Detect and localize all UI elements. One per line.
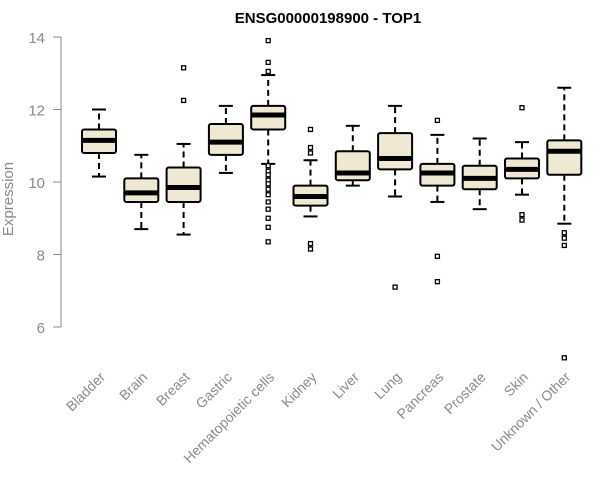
outlier-kidney-4 [307,246,314,252]
outlier-hematopoietic-cells-9 [265,192,271,198]
outlier-unknown-other-3 [561,355,567,361]
box-gastric [207,104,244,174]
outlier-kidney-1 [307,144,314,151]
outlier-lung-0 [392,284,398,290]
y-axis-label: Expression [0,162,17,236]
outlier-breast-0 [180,97,187,104]
x-label-unknown-other: Unknown / Other [488,369,574,455]
box-iqr-liver [334,150,371,182]
outlier-breast-1 [180,65,187,71]
outlier-skin-0 [519,105,525,111]
outlier-pancreas-2 [434,279,441,285]
outlier-skin-2 [519,217,525,223]
outlier-hematopoietic-cells-5 [265,172,271,178]
box-kidney [292,126,329,252]
outlier-hematopoietic-cells-11 [265,206,271,212]
outlier-kidney-3 [307,240,314,247]
box-iqr-brain [123,177,160,203]
outlier-hematopoietic-cells-10 [265,199,271,205]
x-label-liver: Liver [329,369,362,402]
box-liver [334,124,371,187]
box-series [81,37,583,361]
box-iqr-lung [377,132,414,171]
y-tick-label-6: 6 [37,320,45,337]
outlier-hematopoietic-cells-14 [265,239,271,245]
outlier-hematopoietic-cells-2 [265,37,271,44]
outlier-skin-1 [519,211,525,218]
x-label-lung: Lung [371,369,404,402]
x-label-brain: Brain [116,369,150,403]
box-bladder [81,108,117,178]
box-prostate [461,137,498,211]
chart-title: ENSG00000198900 - TOP1 [235,10,422,27]
x-label-skin: Skin [501,369,532,400]
outlier-hematopoietic-cells-0 [265,68,271,75]
outlier-kidney-2 [307,150,314,156]
outlier-hematopoietic-cells-7 [265,181,271,187]
y-tick-label-14: 14 [28,30,45,47]
outlier-unknown-other-1 [561,235,567,241]
x-label-bladder: Bladder [63,369,109,415]
box-iqr-unknown-other [546,139,583,176]
box-iqr-gastric [207,123,244,156]
outlier-hematopoietic-cells-1 [265,59,271,66]
box-iqr-breast [165,166,202,203]
box-brain [123,153,160,231]
outlier-hematopoietic-cells-13 [265,224,271,230]
outlier-unknown-other-0 [561,230,567,236]
box-skin [504,105,540,223]
box-lung [377,104,414,290]
outlier-hematopoietic-cells-12 [265,215,271,221]
x-label-kidney: Kidney [278,369,320,411]
box-hematopoietic-cells [250,37,287,245]
box-pancreas [419,117,456,285]
outlier-pancreas-1 [434,253,441,259]
y-tick-label-10: 10 [28,175,45,192]
x-label-pancreas: Pancreas [393,369,446,422]
box-unknown-other [546,86,583,361]
x-label-prostate: Prostate [441,369,489,417]
outlier-kidney-0 [307,126,314,133]
outlier-unknown-other-2 [561,242,567,249]
outlier-pancreas-0 [434,117,441,124]
y-tick-label-8: 8 [37,248,45,265]
outlier-hematopoietic-cells-8 [265,186,271,192]
box-iqr-hematopoietic-cells [250,104,287,131]
x-label-breast: Breast [153,369,193,409]
outlier-hematopoietic-cells-3 [265,163,271,169]
box-breast [165,65,202,236]
y-axis: 6 8 10 12 14 [28,30,62,337]
y-tick-label-12: 12 [28,103,45,120]
